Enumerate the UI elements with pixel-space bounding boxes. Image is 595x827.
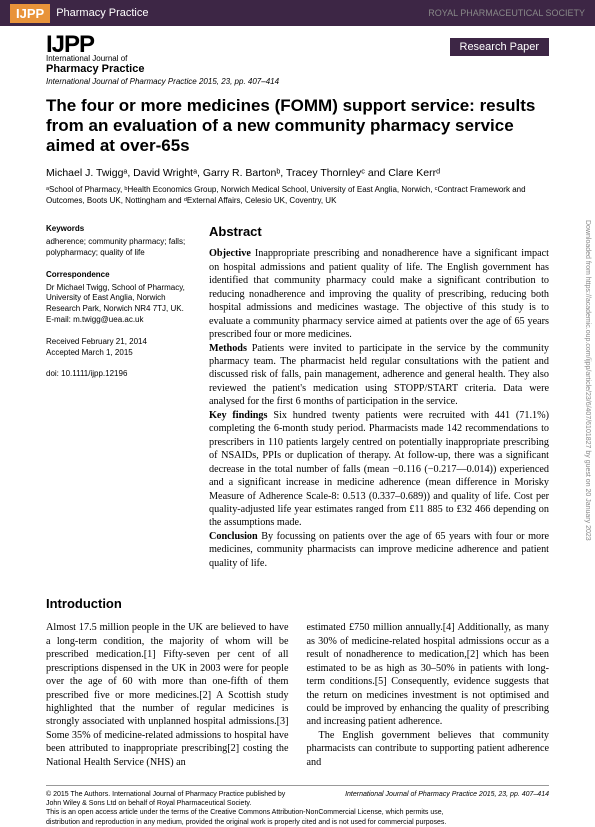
abstract-body: Objective Inappropriate prescribing and …	[209, 247, 549, 570]
conclusion-label: Conclusion	[209, 531, 258, 542]
content-area: Keywords adherence; community pharmacy; …	[0, 224, 595, 570]
intro-col-1: Almost 17.5 million people in the UK are…	[46, 621, 289, 769]
received-date: Received February 21, 2014	[46, 337, 191, 348]
keywords: adherence; community pharmacy; falls; po…	[46, 237, 191, 259]
accepted-date: Accepted March 1, 2015	[46, 348, 191, 359]
authors: Michael J. Twiggᵃ, David Wrightᵃ, Garry …	[0, 167, 595, 179]
objective-text: Inappropriate prescribing and nonadheren…	[209, 248, 549, 340]
copyright-2: John Wiley & Sons Ltd on behalf of Royal…	[46, 799, 285, 808]
download-watermark: Downloaded from https://academic.oup.com…	[584, 220, 591, 541]
copyright-1: © 2015 The Authors. International Journa…	[46, 790, 285, 799]
header-label: Pharmacy Practice	[56, 7, 148, 19]
conclusion-text: By focussing on patients over the age of…	[209, 531, 549, 569]
publisher-logo: ROYAL PHARMACEUTICAL SOCIETY	[428, 8, 585, 18]
journal-subtitle-2: Pharmacy Practice	[46, 63, 549, 75]
footer-citation: International Journal of Pharmacy Practi…	[345, 790, 549, 808]
footer: © 2015 The Authors. International Journa…	[46, 785, 549, 826]
license-2: distribution and reproduction in any med…	[46, 818, 549, 827]
article-title: The four or more medicines (FOMM) suppor…	[0, 96, 595, 157]
introduction-columns: Almost 17.5 million people in the UK are…	[0, 621, 595, 769]
article-type-badge: Research Paper	[450, 38, 550, 56]
keyfindings-label: Key findings	[209, 410, 268, 421]
license-1: This is an open access article under the…	[46, 808, 549, 817]
journal-header-bar: IJPP Pharmacy Practice ROYAL PHARMACEUTI…	[0, 0, 595, 26]
correspondence: Dr Michael Twigg, School of Pharmacy, Un…	[46, 283, 191, 315]
journal-citation: International Journal of Pharmacy Practi…	[46, 77, 549, 86]
objective-label: Objective	[209, 248, 251, 259]
email: E-mail: m.twigg@uea.ac.uk	[46, 315, 191, 326]
keywords-heading: Keywords	[46, 224, 191, 235]
methods-text: Patients were invited to participate in …	[209, 343, 549, 408]
keyfindings-text: Six hundred twenty patients were recruit…	[209, 410, 549, 529]
sidebar: Keywords adherence; community pharmacy; …	[46, 224, 191, 570]
affiliations: ᵃSchool of Pharmacy, ᵇHealth Economics G…	[0, 185, 595, 207]
methods-label: Methods	[209, 343, 247, 354]
correspondence-heading: Correspondence	[46, 270, 191, 281]
abstract-heading: Abstract	[209, 224, 549, 239]
ijpp-badge: IJPP	[10, 4, 50, 23]
introduction-heading: Introduction	[0, 596, 595, 611]
doi: doi: 10.1111/ijpp.12196	[46, 369, 191, 380]
intro-col-2: estimated £750 million annually.[4] Addi…	[307, 621, 550, 769]
abstract: Abstract Objective Inappropriate prescri…	[209, 224, 549, 570]
